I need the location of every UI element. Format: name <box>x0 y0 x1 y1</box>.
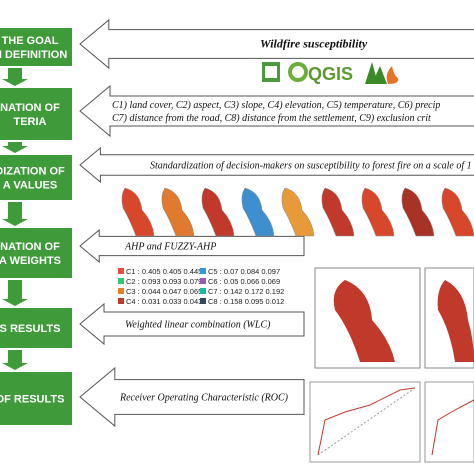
arrow-label: C1) land cover, C2) aspect, C3) slope, C… <box>112 100 440 111</box>
step-label: M DEFINITION <box>0 49 67 61</box>
step-box <box>0 372 72 425</box>
criteria-map <box>281 187 315 237</box>
step-label: TERIA <box>14 116 47 128</box>
step-label: NATION OF <box>0 241 60 253</box>
left-arrow <box>79 146 474 184</box>
step-label: A VALUES <box>3 180 57 192</box>
weights-legend: C1 : 0.405 0.405 0.445 C5 : 0.07 0.084 0.… <box>118 267 284 306</box>
step-column: THE GOAL M DEFINITION NATION OF TERIA DIZATI… <box>0 28 72 425</box>
down-arrow <box>2 202 28 226</box>
step-label: A WEIGHTS <box>0 255 61 267</box>
weight-swatch <box>118 278 124 284</box>
weight-swatch <box>118 298 124 304</box>
weight-swatch <box>118 288 124 294</box>
roc-curve <box>317 387 416 456</box>
arrow-label: C7) distance from the road, C8) distance… <box>112 113 431 124</box>
step-label: S RESULTS <box>0 323 60 335</box>
weight-label: C4 : 0.031 0.033 0.043 <box>126 297 202 306</box>
step-label: THE GOAL <box>2 35 59 47</box>
weight-label: C8 : 0.158 0.095 0.012 <box>208 297 284 306</box>
criteria-map <box>121 187 155 237</box>
map-shape <box>333 280 395 362</box>
left-arrow <box>79 18 474 70</box>
arrow-label: AHP and FUZZY-AHP <box>124 242 216 253</box>
criteria-map <box>201 187 235 237</box>
qgis-logo: QGIS <box>262 62 399 84</box>
criteria-map <box>241 187 275 237</box>
weight-label: C6 : 0.05 0.066 0.069 <box>208 277 280 286</box>
criteria-map <box>441 187 474 237</box>
weight-label: C7 : 0.142 0.172 0.192 <box>208 287 284 296</box>
criteria-map <box>161 187 195 237</box>
left-arrow <box>79 84 474 138</box>
weight-label: C2 : 0.093 0.093 0.079 <box>126 277 202 286</box>
left-arrow <box>79 366 305 428</box>
result-maps <box>314 267 474 369</box>
weight-label: C5 : 0.07 0.084 0.097 <box>208 267 280 276</box>
weight-swatch <box>200 268 206 274</box>
weight-swatch <box>200 278 206 284</box>
map-shape <box>437 280 474 362</box>
tree-icon <box>365 62 387 84</box>
logo-text: QGIS <box>308 64 353 84</box>
arrow-label: Receiver Operating Characteristic (ROC) <box>119 393 289 404</box>
down-arrow <box>2 68 28 86</box>
arrow-label: Weighted linear combination (WLC) <box>125 320 271 331</box>
criteria-map <box>361 187 395 237</box>
arrow-column: Wildfire susceptibility C1) land cover, C… <box>79 18 474 428</box>
criteria-map <box>401 187 435 237</box>
left-arrow <box>79 302 305 346</box>
roc-charts <box>309 381 474 463</box>
weight-swatch <box>200 288 206 294</box>
weight-label: C3 : 0.044 0.047 0.065 <box>126 287 202 296</box>
step-box <box>0 28 72 66</box>
weight-swatch <box>118 268 124 274</box>
down-arrow <box>2 142 28 153</box>
step-label: NATION OF <box>0 102 60 114</box>
arrow-label: Wildfire susceptibility <box>260 37 368 51</box>
down-arrow <box>2 350 28 370</box>
step-label: DIZATION OF <box>0 166 65 178</box>
step-label: OF RESULTS <box>0 394 64 406</box>
criteria-map <box>321 187 355 237</box>
step-box <box>0 228 72 278</box>
sheet-grid <box>265 66 277 78</box>
weight-label: C1 : 0.405 0.405 0.445 <box>126 267 202 276</box>
left-arrow <box>79 228 305 264</box>
step-box <box>0 88 72 140</box>
step-box <box>0 308 72 348</box>
qgis-q <box>288 62 308 82</box>
fire-icon <box>386 66 399 84</box>
weight-swatch <box>200 298 206 304</box>
criteria-maps <box>121 187 474 237</box>
step-box <box>0 155 72 200</box>
down-arrow <box>2 280 28 306</box>
roc-curve <box>431 399 474 456</box>
arrow-label: Standardization of decision-makers on su… <box>150 161 472 172</box>
